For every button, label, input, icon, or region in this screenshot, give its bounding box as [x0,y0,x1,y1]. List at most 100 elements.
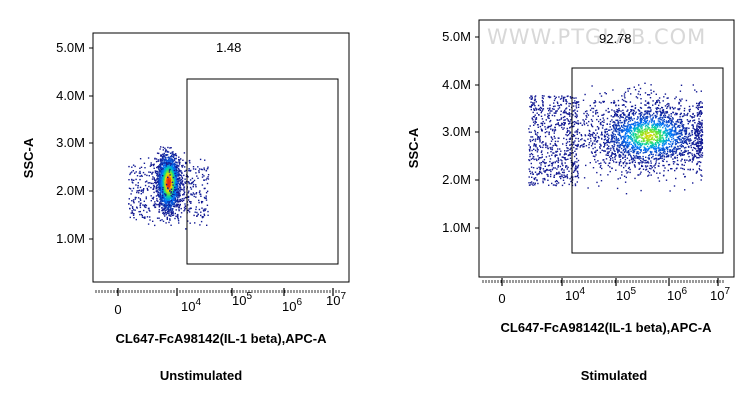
scatter-point [160,146,162,148]
scatter-point [625,116,627,118]
scatter-point [697,146,699,148]
scatter-point [188,168,190,170]
scatter-point [658,137,660,140]
scatter-point [158,152,160,155]
scatter-point [618,122,620,124]
scatter-point [620,165,623,167]
scatter-point [639,144,642,146]
scatter-point [159,164,162,167]
scatter-point [674,148,676,150]
scatter-point [636,118,638,120]
scatter-point [661,152,663,155]
scatter-point [613,161,615,163]
scatter-point [632,123,634,126]
scatter-point [653,170,655,173]
scatter-point [688,109,690,111]
scatter-point [178,162,181,164]
scatter-point [601,114,603,116]
scatter-point [612,148,615,150]
scatter-point [593,132,595,134]
scatter-point [140,213,143,216]
scatter-point [689,135,691,137]
scatter-point [167,200,169,202]
scatter-point [149,216,151,218]
scatter-point [631,148,633,150]
scatter-point [669,132,671,134]
scatter-point [676,154,679,157]
scatter-point [132,187,135,190]
scatter-point [577,122,580,125]
scatter-point [663,111,665,113]
scatter-point [167,181,170,183]
scatter-point [540,157,542,159]
scatter-point [176,175,178,177]
scatter-point [557,104,559,107]
scatter-point [644,123,646,125]
scatter-point [638,109,640,112]
scatter-point [180,175,183,177]
scatter-point [636,146,639,148]
scatter-point [172,191,174,194]
scatter-point [624,181,627,183]
y-axis-title: SSC-A [21,137,36,178]
scatter-point [683,164,685,166]
scatter-point [549,120,551,123]
scatter-point [143,162,146,164]
scatter-point [534,149,537,152]
scatter-point [179,188,182,190]
scatter-point [196,175,198,177]
scatter-point [589,135,591,138]
scatter-point [594,155,596,158]
scatter-point [534,123,536,125]
scatter-point [551,162,554,164]
scatter-point [614,140,616,142]
scatter-point [159,173,161,176]
scatter-point [190,201,192,203]
scatter-point [643,159,645,162]
scatter-point [177,200,179,203]
scatter-point [615,113,618,115]
scatter-point [618,133,621,135]
scatter-point [133,202,135,204]
scatter-point [663,149,665,152]
scatter-point [680,167,682,169]
scatter-point [163,178,166,180]
scatter-point [663,164,665,167]
scatter-point [160,184,163,186]
scatter-point [644,110,646,112]
scatter-point [572,121,574,123]
scatter-point [165,209,167,212]
scatter-point [170,163,173,165]
scatter-point [670,134,673,136]
scatter-point [603,150,605,152]
scatter-point [168,221,170,224]
scatter-point [536,147,539,149]
scatter-point [535,138,537,140]
scatter-point [553,130,556,132]
scatter-point [651,144,653,146]
scatter-point [604,129,606,131]
scatter-point [655,132,657,134]
scatter-point [662,154,664,156]
x-tick-label: 106 [282,297,302,314]
scatter-point [164,207,166,210]
scatter-point [539,138,541,140]
scatter-point [164,203,167,205]
scatter-point [177,188,180,190]
scatter-point [667,137,670,140]
scatter-point [582,99,585,101]
scatter-point [549,146,551,149]
scatter-point [659,155,662,157]
scatter-point [618,139,620,141]
scatter-point [586,116,588,118]
scatter-point [632,144,634,147]
scatter-point [542,101,544,104]
scatter-point [160,154,162,156]
scatter-point [156,170,158,172]
scatter-point [177,182,180,184]
scatter-point [529,105,531,108]
scatter-point [528,148,531,151]
scatter-point [634,128,637,130]
scatter-point [157,167,159,169]
scatter-point [612,126,615,128]
